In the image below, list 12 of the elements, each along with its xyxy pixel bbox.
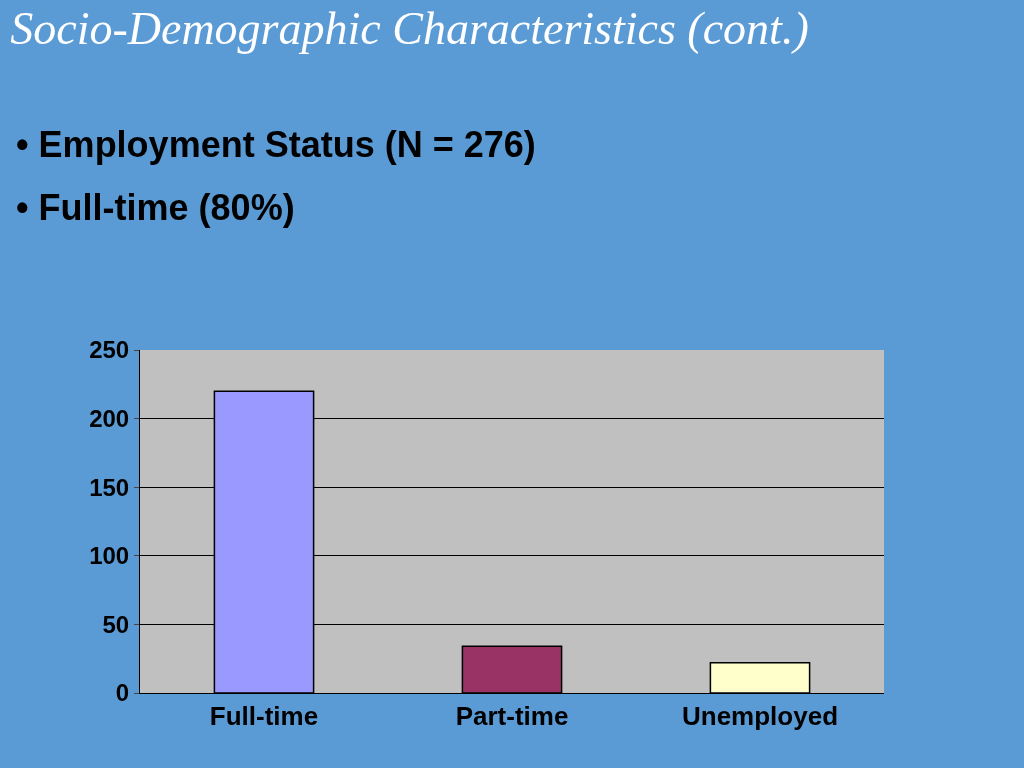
text: • Employment Status (N = 276) [16,124,536,165]
y-tick-label: 100 [89,542,130,570]
text: • Full-time (80%) [16,187,295,228]
y-tick-label: 0 [115,679,130,707]
chart-title: Socio-Demographic Characteristics (cont.) [10,2,809,54]
y-tick-label: 150 [89,473,130,501]
y-tick-label: 50 [102,610,130,638]
x-tick-label: Part-time [455,701,569,732]
x-tick-label: Unemployed [681,701,839,732]
x-tick-label: Full-time [209,701,319,732]
y-tick-label: 250 [89,336,130,364]
y-tick-label: 200 [89,405,130,432]
